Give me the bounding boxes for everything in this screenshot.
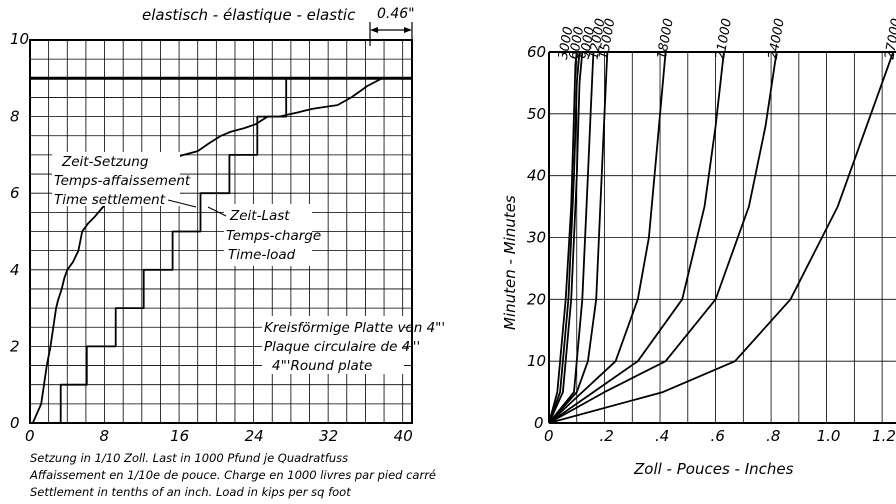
right-y-tick: 10 [527,352,546,370]
left-plot-frame [29,39,413,424]
left-y-top-tick: 10 [10,30,29,48]
curve-15000 [548,51,609,424]
left-x-tick: 40 [394,427,413,445]
right-y-tick: 50 [527,105,546,123]
annotation-time-settlement: Zeit-Setzung Temps-affaissement Time set… [52,152,197,208]
load-label-9000: 9000 [577,25,598,60]
ts-en: Time settlement [54,192,166,208]
load-label-27000: 27000 [882,17,896,60]
tl-fr: Temps-charge [226,228,321,244]
right-x-tick: .6 [711,427,725,445]
right-series [548,51,895,424]
caption-en: Settlement in tenths of an inch. Load in… [30,485,351,499]
ts-fr: Temps-affaissement [54,173,191,189]
time-settlement-chart: 0 .2 .4 .6 .8 1.0 1.2 0 10 20 30 40 50 60 30006000900… [501,17,896,478]
dimension-label: 0.46" [377,6,415,22]
right-tick-labels: 0 .2 .4 .6 .8 1.0 1.2 0 10 20 30 40 50 60 [527,43,896,445]
right-x-tick: 0 [544,427,554,445]
plate-fr: Plaque circulaire de 4"' [264,339,420,355]
left-y-tick: 2 [10,337,20,355]
right-x-tick: .4 [655,427,669,445]
left-y-tick: 6 [10,184,20,202]
plate-en: 4"'Round plate [272,358,372,374]
left-x-tick: 0 [25,427,35,445]
left-x-tick: 16 [170,427,189,445]
load-label-3000: 3000 [556,25,577,60]
right-x-tick: .2 [600,427,614,445]
curve-21000 [548,51,725,424]
left-y-tick: 4 [10,261,20,279]
curve-9000 [548,51,584,424]
plate-de: Kreisförmige Platte von 4"' [264,320,445,336]
caption-fr: Affaissement en 1/10e de pouce. Charge e… [29,468,436,482]
annotation-plate: Kreisförmige Platte von 4"' Plaque circu… [262,316,445,374]
right-y-label: Minuten - Minutes [501,195,519,330]
right-x-tick: 1.2 [872,427,896,445]
left-y-tick: 0 [10,414,20,432]
load-label-21000: 21000 [713,17,735,60]
curve-27000 [548,51,895,424]
load-label-15000: 15000 [596,17,618,60]
curve-3000 [548,51,578,424]
elastic-title: elastisch - élastique - elastic [142,6,356,24]
tl-de: Zeit-Last [229,208,290,224]
left-y-tick: 8 [10,108,20,126]
tl-en: Time-load [228,247,296,263]
right-y-tick: 40 [527,167,546,185]
load-label-24000: 24000 [766,17,788,60]
right-y-tick: 20 [527,290,546,308]
right-y-tick: 60 [527,43,546,61]
caption-de: Setzung in 1/10 Zoll. Last in 1000 Pfund… [30,451,348,465]
curve-24000 [548,51,778,424]
right-x-tick: .8 [766,427,780,445]
load-label-12000: 12000 [587,17,609,60]
right-y-tick: 0 [534,414,544,432]
curve-18000 [548,51,667,424]
load-label-18000: 18000 [655,17,677,60]
right-x-label: Zoll - Pouces - Inches [633,460,794,478]
ts-de: Zeit-Setzung [61,154,149,170]
annotation-time-load: Zeit-Last Temps-charge Time-load [207,204,321,266]
elastic-dimension [369,22,413,46]
curve-12000 [548,51,595,424]
left-x-tick: 32 [319,427,338,445]
left-x-tick: 8 [100,427,110,445]
right-x-tick: 1.0 [817,427,841,445]
load-label-6000: 6000 [567,25,588,60]
left-x-tick: 24 [245,427,264,445]
curve-6000 [548,51,581,424]
right-y-tick: 30 [527,229,546,247]
